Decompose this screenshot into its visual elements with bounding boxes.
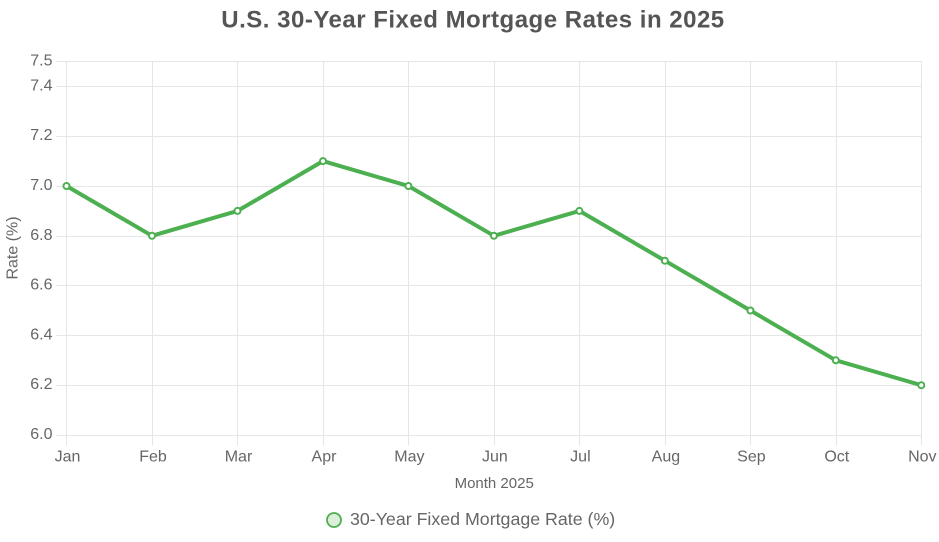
svg-text:Aug: Aug (652, 449, 680, 466)
svg-text:7.4: 7.4 (30, 77, 52, 94)
svg-text:6.0: 6.0 (30, 426, 52, 443)
svg-text:7.5: 7.5 (30, 53, 52, 70)
svg-text:7.2: 7.2 (30, 127, 52, 144)
svg-text:Jul: Jul (570, 449, 590, 466)
svg-text:Oct: Oct (824, 449, 849, 466)
svg-text:Apr: Apr (312, 449, 338, 466)
svg-text:6.2: 6.2 (30, 376, 52, 393)
svg-text:Mar: Mar (225, 449, 253, 466)
svg-text:Jun: Jun (482, 449, 508, 466)
svg-text:Rate (%): Rate (%) (5, 216, 22, 279)
svg-text:Jan: Jan (55, 449, 81, 466)
svg-text:7.0: 7.0 (30, 177, 52, 194)
svg-text:Feb: Feb (139, 449, 167, 466)
svg-text:Month 2025: Month 2025 (455, 475, 534, 492)
svg-text:6.4: 6.4 (30, 326, 52, 343)
svg-text:U.S. 30-Year Fixed Mortgage Ra: U.S. 30-Year Fixed Mortgage Rates in 202… (221, 7, 724, 34)
svg-text:Nov: Nov (908, 449, 936, 466)
svg-text:May: May (394, 449, 424, 466)
svg-text:6.8: 6.8 (30, 227, 52, 244)
svg-text:6.6: 6.6 (30, 277, 52, 294)
svg-text:Sep: Sep (737, 449, 766, 466)
svg-text:30-Year Fixed Mortgage Rate (%: 30-Year Fixed Mortgage Rate (%) (350, 509, 615, 529)
